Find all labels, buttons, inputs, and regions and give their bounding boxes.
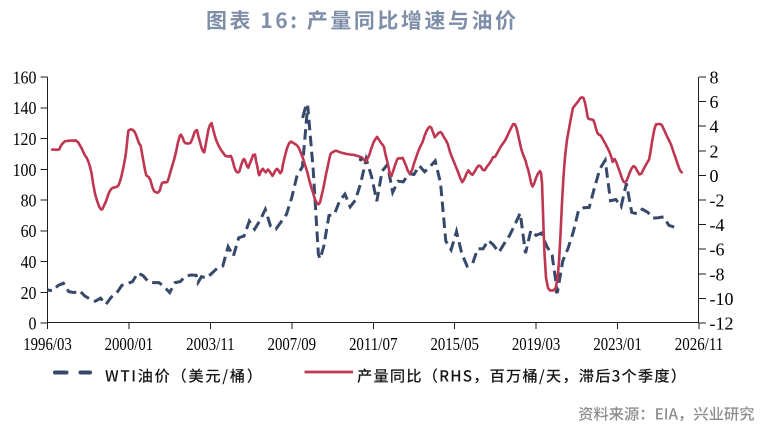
svg-text:6: 6: [710, 92, 719, 112]
svg-text:2003/11: 2003/11: [186, 334, 235, 354]
svg-text:-12: -12: [710, 314, 734, 334]
svg-text:-10: -10: [710, 289, 734, 309]
svg-text:-4: -4: [710, 215, 725, 235]
svg-text:-2: -2: [710, 191, 725, 211]
svg-text:160: 160: [13, 68, 37, 88]
svg-text:80: 80: [21, 191, 37, 211]
svg-text:-6: -6: [710, 240, 725, 260]
svg-text:60: 60: [21, 221, 37, 241]
svg-text:2011/07: 2011/07: [349, 334, 398, 354]
svg-text:2019/03: 2019/03: [512, 334, 561, 354]
svg-text:140: 140: [13, 98, 37, 118]
svg-text:-8: -8: [710, 264, 725, 284]
svg-text:100: 100: [13, 160, 37, 180]
svg-text:2: 2: [710, 141, 719, 161]
svg-text:40: 40: [21, 252, 37, 272]
svg-text:4: 4: [710, 117, 719, 137]
svg-text:2000/01: 2000/01: [105, 334, 154, 354]
svg-text:120: 120: [13, 129, 37, 149]
svg-text:20: 20: [21, 283, 37, 303]
svg-text:0: 0: [29, 314, 37, 334]
svg-text:2023/01: 2023/01: [593, 334, 642, 354]
svg-text:1996/03: 1996/03: [23, 334, 72, 354]
svg-text:2015/05: 2015/05: [430, 334, 479, 354]
svg-text:2007/09: 2007/09: [268, 334, 317, 354]
svg-text:2026/11: 2026/11: [675, 334, 724, 354]
svg-text:0: 0: [710, 166, 719, 186]
svg-text:8: 8: [710, 68, 719, 88]
